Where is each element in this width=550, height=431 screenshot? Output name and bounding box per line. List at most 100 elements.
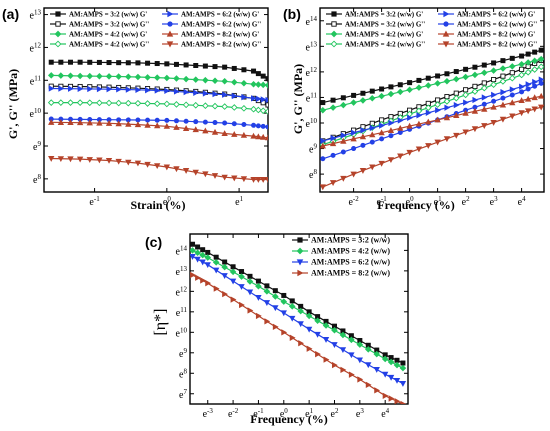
- data-point: [211, 77, 219, 84]
- data-point: [322, 336, 330, 343]
- data-point: [190, 247, 196, 254]
- data-point: [320, 156, 326, 162]
- y-tick-label-b: e10: [306, 117, 318, 130]
- data-point: [435, 107, 441, 114]
- plot-a: e-1 e0 e1 e8 e9 e10 e11 e12 e13 AM:AMPS = 3:2 (w/…: [30, 7, 269, 208]
- data-point: [264, 283, 270, 289]
- data-point: [251, 122, 257, 128]
- data-point: [153, 74, 161, 81]
- x-tick-label-c: e3: [356, 407, 364, 420]
- data-point: [434, 139, 441, 146]
- data-point: [193, 89, 200, 96]
- data-point: [289, 298, 295, 304]
- data-point: [500, 88, 507, 96]
- data-point: [519, 83, 525, 90]
- legend-marker: [443, 21, 449, 27]
- series-line: [192, 274, 404, 404]
- data-point: [255, 282, 262, 290]
- data-point: [373, 350, 381, 358]
- data-point: [481, 80, 487, 86]
- legend-label: AM:AMPS = 3:2 (w/w): [311, 236, 390, 245]
- data-point: [462, 129, 469, 136]
- data-point: [67, 119, 74, 126]
- legend-label: AM:AMPS = 3:2 (w/w) G': [69, 11, 147, 19]
- data-point: [538, 47, 544, 53]
- data-point: [400, 360, 406, 366]
- data-point: [250, 132, 257, 139]
- data-point: [194, 256, 201, 263]
- x-tick-label-b: e0: [406, 195, 414, 208]
- data-point: [305, 312, 313, 320]
- legend-marker: [167, 10, 174, 18]
- data-point: [48, 59, 54, 65]
- data-point: [407, 114, 413, 122]
- data-point: [221, 103, 228, 110]
- data-point: [509, 55, 515, 61]
- legend-label: AM:AMPS = 4:2 (w/w): [311, 247, 390, 256]
- data-point: [202, 63, 208, 69]
- legend-marker: [55, 11, 61, 17]
- data-point: [211, 102, 219, 110]
- data-point: [86, 72, 94, 80]
- legend-label: AM:AMPS = 6:2 (w/w) G': [181, 11, 259, 19]
- y-tick-label-c: e14: [176, 244, 188, 257]
- legend-marker: [166, 30, 174, 37]
- data-point: [57, 72, 65, 79]
- data-point: [382, 371, 389, 378]
- data-point: [330, 152, 336, 158]
- data-point: [144, 161, 151, 168]
- data-point: [519, 53, 525, 59]
- data-point: [297, 321, 304, 328]
- x-tick-label-c: e1: [305, 407, 313, 420]
- data-point: [490, 67, 497, 74]
- data-point: [192, 101, 200, 109]
- x-tick-label-c: e2: [331, 407, 339, 420]
- data-point: [57, 156, 65, 163]
- data-point: [453, 69, 459, 75]
- data-point: [397, 153, 404, 160]
- data-point: [387, 157, 395, 164]
- data-point: [272, 305, 279, 312]
- x-axis-label-b: Frequency (%): [377, 198, 454, 212]
- data-point: [194, 249, 201, 257]
- legend-c: AM:AMPS = 3:2 (w/w) AM:AMPS = 4:2 (w/w) AM…: [292, 236, 390, 278]
- data-point: [230, 264, 236, 270]
- data-point: [199, 259, 206, 266]
- y-tick-label-c: e11: [176, 306, 188, 319]
- data-point: [350, 135, 357, 142]
- data-point: [415, 84, 423, 91]
- legend-marker: [54, 30, 62, 38]
- data-point: [399, 364, 407, 372]
- data-point: [164, 61, 170, 67]
- data-point: [298, 340, 305, 347]
- data-point: [265, 96, 268, 104]
- data-point: [115, 99, 123, 107]
- data-point: [379, 86, 385, 92]
- data-point: [453, 90, 459, 96]
- y-tick-label-b: e9: [309, 143, 317, 156]
- data-point: [532, 78, 539, 86]
- data-point: [509, 86, 516, 93]
- data-point: [481, 69, 488, 77]
- data-point: [222, 91, 228, 98]
- data-point: [241, 67, 247, 73]
- legend-label: AM:AMPS = 3:2 (w/w) G'': [345, 21, 425, 29]
- data-point: [340, 366, 347, 374]
- data-point: [531, 106, 538, 113]
- data-point: [359, 168, 367, 174]
- y-tick-label-c: e12: [176, 285, 188, 298]
- data-point: [379, 122, 385, 129]
- data-point: [163, 164, 171, 171]
- data-point: [230, 104, 238, 111]
- data-point: [525, 51, 531, 57]
- data-point: [471, 107, 479, 114]
- data-point: [221, 263, 228, 271]
- data-point: [322, 322, 330, 329]
- data-point: [531, 94, 538, 101]
- data-point: [58, 59, 64, 65]
- data-point: [378, 92, 385, 100]
- legend-label: AM:AMPS = 4:2 (w/w) G'': [69, 41, 149, 49]
- legend-marker: [297, 269, 304, 277]
- data-point: [357, 376, 364, 383]
- data-point: [125, 86, 132, 93]
